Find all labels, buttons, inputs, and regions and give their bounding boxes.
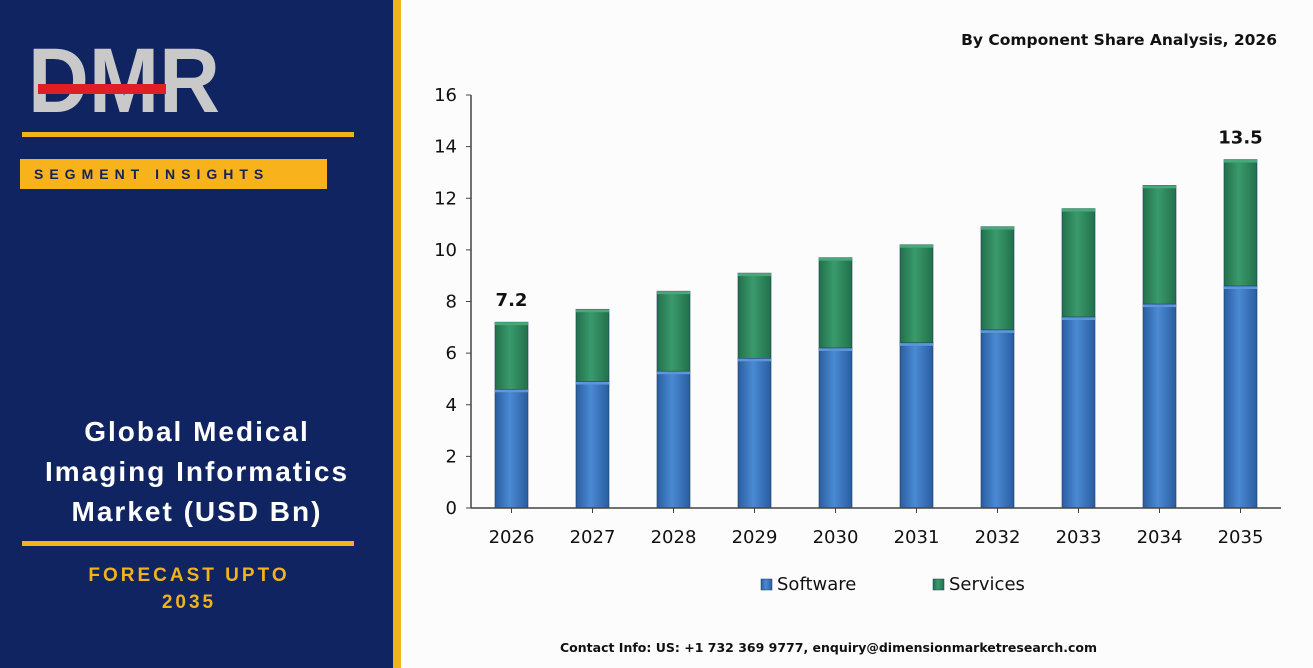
contact-info: Contact Info: US: +1 732 369 9777, enqui… (560, 640, 1097, 655)
bar-software-2029 (737, 357, 772, 509)
bar-cap-software-2033 (1062, 316, 1095, 320)
bar-services-2032 (980, 226, 1015, 331)
dmr-logo: DMR (28, 38, 220, 118)
legend-swatch (932, 578, 945, 591)
bar-software-2032 (980, 329, 1015, 509)
forecast-line-2: 2035 (161, 592, 217, 613)
x-tick-label: 2034 (1137, 527, 1183, 548)
bar-cap-services-2030 (819, 257, 852, 261)
data-label: 13.5 (1218, 128, 1262, 149)
bar-cap-software-2027 (576, 381, 609, 385)
bar-software-2028 (656, 370, 691, 509)
y-tick-label: 16 (434, 85, 457, 106)
title-line-3: Market (USD Bn) (71, 496, 323, 527)
bar-software-2034 (1142, 303, 1177, 509)
bar-cap-software-2029 (738, 358, 771, 362)
bar-cap-services-2033 (1062, 208, 1095, 212)
y-tick-label: 10 (434, 240, 457, 261)
x-tick-label: 2028 (651, 527, 697, 548)
legend-label: Software (777, 574, 856, 595)
title-line-1: Global Medical (84, 416, 310, 447)
bar-cap-services-2034 (1143, 185, 1176, 189)
bar-software-2026 (494, 388, 529, 509)
bar-software-2030 (818, 347, 853, 509)
bar-cap-services-2035 (1224, 159, 1257, 163)
market-title: Global Medical Imaging Informatics Marke… (10, 412, 384, 532)
y-tick-label: 8 (446, 292, 457, 313)
x-tick-label: 2027 (570, 527, 616, 548)
left-panel (0, 0, 393, 668)
bar-cap-services-2028 (657, 291, 690, 295)
data-label: 7.2 (496, 290, 528, 311)
bar-cap-services-2027 (576, 309, 609, 313)
bar-services-2034 (1142, 185, 1177, 305)
x-tick-label: 2031 (894, 527, 940, 548)
bar-cap-software-2030 (819, 347, 852, 351)
forecast-line-1: FORECAST UPTO (88, 565, 290, 586)
bar-cap-software-2035 (1224, 286, 1257, 290)
bar-cap-software-2028 (657, 371, 690, 375)
stacked-bar-chart: 0 2 4 6 8 10 12 14 16 2026 2027 2028 2029 2030 2031 20… (434, 85, 1281, 595)
gold-divider-stripe (393, 0, 401, 668)
bar-cap-services-2026 (495, 322, 528, 326)
y-tick-label: 2 (446, 446, 457, 467)
segment-insights-badge: SEGMENT INSIGHTS (20, 159, 327, 189)
bar-cap-software-2034 (1143, 304, 1176, 308)
bar-software-2035 (1223, 285, 1258, 509)
y-tick-label: 4 (446, 395, 457, 416)
bar-software-2031 (899, 342, 934, 509)
bar-services-2027 (575, 308, 610, 382)
bar-cap-services-2029 (738, 273, 771, 277)
x-tick-label: 2033 (1056, 527, 1102, 548)
bar-services-2026 (494, 321, 529, 390)
legend-swatch (760, 578, 773, 591)
forecast-text: FORECAST UPTO 2035 (10, 562, 368, 616)
bar-cap-software-2026 (495, 389, 528, 393)
bar-cap-software-2032 (981, 329, 1014, 333)
y-tick-label: 6 (446, 343, 457, 364)
bar-services-2028 (656, 290, 691, 372)
bar-software-2027 (575, 381, 610, 509)
title-line-2: Imaging Informatics (44, 456, 350, 487)
bar-services-2035 (1223, 159, 1258, 287)
bar-cap-services-2031 (900, 244, 933, 248)
y-tick-label: 12 (434, 188, 457, 209)
logo-underline (22, 132, 354, 137)
legend-label: Services (949, 574, 1025, 595)
y-tick-label: 0 (446, 498, 457, 519)
title-underline (22, 541, 354, 546)
chart-title: By Component Share Analysis, 2026 (961, 31, 1277, 49)
dmr-logo-text: DMR (28, 38, 220, 118)
x-tick-label: 2026 (489, 527, 535, 548)
y-tick-label: 14 (434, 137, 457, 158)
x-tick-label: 2035 (1218, 527, 1264, 548)
bar-services-2030 (818, 257, 853, 349)
x-tick-label: 2032 (975, 527, 1021, 548)
bar-cap-services-2032 (981, 226, 1014, 230)
bar-cap-software-2031 (900, 342, 933, 346)
bar-services-2033 (1061, 208, 1096, 318)
bar-services-2029 (737, 272, 772, 359)
x-tick-label: 2030 (813, 527, 859, 548)
bar-software-2033 (1061, 316, 1096, 509)
x-tick-label: 2029 (732, 527, 778, 548)
bar-services-2031 (899, 244, 934, 344)
